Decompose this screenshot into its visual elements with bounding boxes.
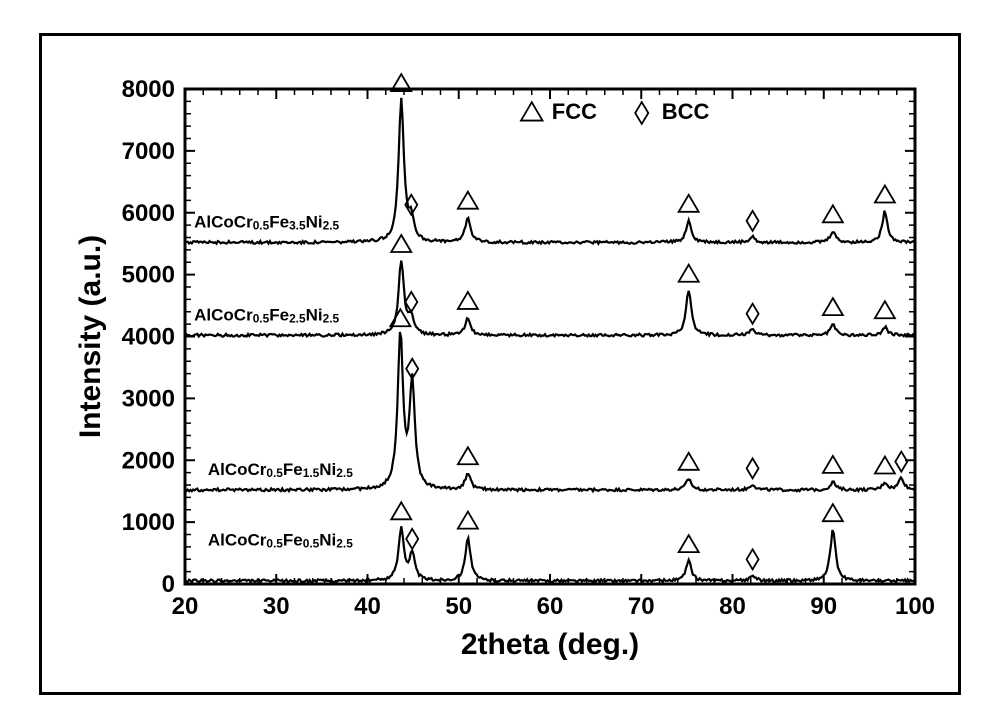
- svg-text:FCC: FCC: [552, 99, 597, 124]
- svg-text:7000: 7000: [122, 138, 175, 165]
- svg-text:100: 100: [895, 593, 935, 620]
- svg-text:30: 30: [263, 593, 290, 620]
- svg-text:1000: 1000: [122, 509, 175, 536]
- svg-text:BCC: BCC: [662, 99, 710, 124]
- svg-text:70: 70: [628, 593, 655, 620]
- svg-text:0: 0: [162, 571, 175, 598]
- svg-text:60: 60: [537, 593, 564, 620]
- svg-text:50: 50: [445, 593, 472, 620]
- svg-text:2theta (deg.): 2theta (deg.): [461, 628, 639, 661]
- svg-text:8000: 8000: [122, 76, 175, 103]
- svg-text:80: 80: [719, 593, 746, 620]
- svg-text:20: 20: [172, 593, 199, 620]
- chart-svg: 2030405060708090100010002000300040005000…: [60, 54, 940, 674]
- svg-text:Intensity (a.u.): Intensity (a.u.): [74, 235, 107, 438]
- svg-text:90: 90: [810, 593, 837, 620]
- svg-text:40: 40: [354, 593, 381, 620]
- figure-frame: 2030405060708090100010002000300040005000…: [39, 33, 961, 695]
- svg-text:5000: 5000: [122, 262, 175, 289]
- xrd-chart: 2030405060708090100010002000300040005000…: [60, 54, 940, 674]
- svg-text:4000: 4000: [122, 324, 175, 351]
- svg-text:2000: 2000: [122, 447, 175, 474]
- svg-text:6000: 6000: [122, 200, 175, 227]
- svg-text:3000: 3000: [122, 385, 175, 412]
